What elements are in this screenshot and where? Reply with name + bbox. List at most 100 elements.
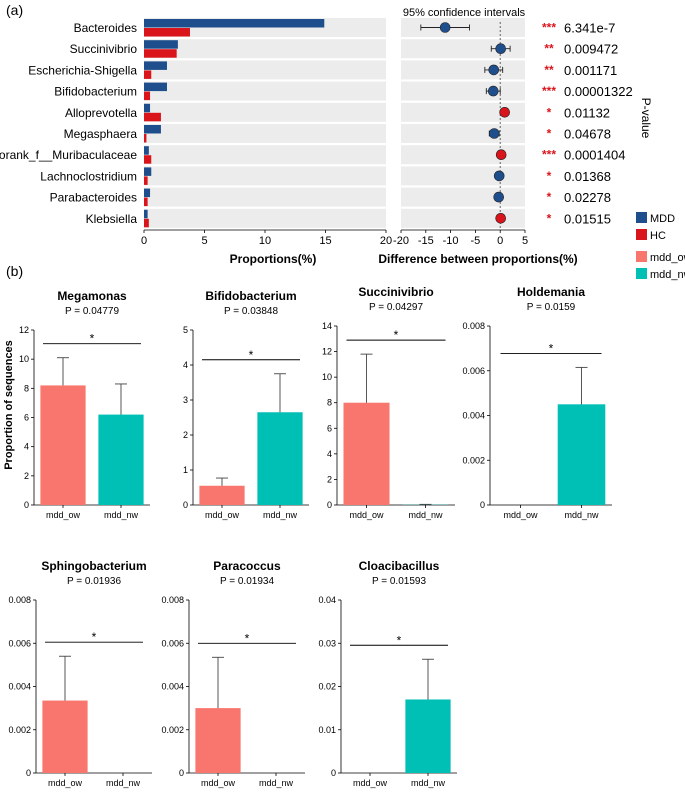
taxon-label: Bifidobacterium: [54, 85, 137, 99]
chart-title: Succinivibrio: [358, 285, 433, 299]
panel-b-label: (b): [6, 263, 23, 279]
x-tick-label: mdd_ow: [353, 778, 388, 788]
legend-label-mdd_ow: mdd_ow: [650, 252, 685, 264]
taxon-label: Lachnoclostridium: [40, 169, 137, 183]
x-tick-label: mdd_nw: [408, 510, 443, 520]
proportions-chart: BacteroidesSuccinivibrioEscherichia-Shig…: [0, 18, 392, 266]
significance-stars: **: [544, 42, 554, 56]
taxon-label: Megasphaera: [64, 127, 138, 141]
taxon-label: norank_f__Muribaculaceae: [0, 148, 137, 162]
significance-stars: ***: [542, 84, 556, 98]
x-tick-label: 20: [380, 235, 392, 247]
bar-row-background: [144, 209, 386, 228]
y-tick-label: 0: [24, 500, 29, 510]
chart-title: Bifidobacterium: [205, 289, 296, 303]
pvalue-axis-label: P-value: [639, 98, 653, 139]
p-value: 0.01132: [564, 105, 610, 120]
legend-swatch-mdd_ow: [636, 251, 647, 262]
ci-row-background: [401, 124, 525, 143]
bar-hc: [144, 28, 190, 37]
difference-point: [496, 44, 506, 54]
significance-star: *: [397, 633, 402, 647]
chart-p-value: P = 0.01936: [67, 576, 121, 587]
x-tick-label: mdd_nw: [263, 510, 298, 520]
bar-mdd_nw: [257, 412, 302, 505]
bar-row-background: [144, 188, 386, 207]
x-tick-label: 0: [141, 235, 147, 247]
chart-p-value: P = 0.0159: [527, 302, 576, 313]
significance-star: *: [90, 332, 95, 346]
bar-mdd_nw: [558, 404, 606, 505]
y-tick-label: 0.008: [161, 595, 184, 605]
difference-point: [440, 23, 450, 33]
p-value: 0.0001404: [564, 148, 625, 163]
x-tick-label: mdd_nw: [104, 510, 139, 520]
y-tick-label: 0.01: [318, 725, 336, 735]
bar-mdd_nw: [405, 699, 450, 773]
y-tick-label: 14: [322, 321, 332, 331]
x-tick-label: mdd_nw: [259, 778, 294, 788]
y-tick-label: 5: [183, 325, 188, 335]
y-tick-label: 0.006: [8, 638, 31, 648]
bar-hc: [144, 219, 149, 228]
y-tick-label: 0: [480, 500, 485, 510]
ci-row-background: [401, 82, 525, 101]
x-tick-label: mdd_ow: [205, 510, 240, 520]
significance-stars: *: [547, 190, 552, 204]
chart-title: Sphingobacterium: [41, 559, 146, 573]
bar-mdd: [144, 210, 148, 219]
y-tick-label: 3: [183, 395, 188, 405]
bar-row-background: [144, 39, 386, 58]
ci-x-tick-label: -5: [471, 235, 481, 247]
bar-mdd: [144, 83, 167, 92]
y-tick-label: 4: [327, 449, 332, 459]
ci-x-tick-label: 5: [522, 235, 528, 247]
significance-stars: **: [544, 63, 554, 77]
x-tick-label: mdd_ow: [349, 510, 384, 520]
p-value: 0.04678: [564, 127, 611, 142]
significance-star: *: [394, 328, 399, 342]
bar-row-background: [144, 103, 386, 122]
y-tick-label: 0.004: [161, 682, 184, 692]
y-tick-label: 0.03: [318, 638, 336, 648]
x-tick-label: mdd_nw: [411, 778, 446, 788]
bar-hc: [144, 49, 177, 58]
bar-mdd: [144, 19, 324, 28]
ci-x-tick-label: -15: [418, 235, 434, 247]
chart-p-value: P = 0.04297: [369, 302, 423, 313]
bar-hc: [144, 198, 148, 207]
y-tick-label: 0.002: [161, 725, 184, 735]
bar-mdd_ow: [42, 701, 87, 773]
x-tick-label: mdd_nw: [564, 510, 599, 520]
ci-x-axis-title: Difference between proportions(%): [378, 252, 577, 266]
y-tick-label: 0.008: [8, 595, 31, 605]
y-tick-label: 10: [19, 354, 29, 364]
y-tick-label: 0: [183, 500, 188, 510]
chart-title: Holdemania: [517, 285, 585, 299]
taxon-label: Klebsiella: [86, 212, 138, 226]
y-tick-label: 0.002: [8, 725, 31, 735]
significance-stars: ***: [542, 21, 556, 35]
x-tick-label: 10: [259, 235, 271, 247]
significance-star: *: [245, 631, 250, 645]
difference-point: [496, 150, 506, 160]
ci-x-tick-label: 0: [497, 235, 503, 247]
bar-mdd_ow: [40, 385, 85, 505]
y-tick-label: 0.004: [462, 411, 485, 421]
x-axis-title: Proportions(%): [230, 252, 317, 266]
x-tick-label: mdd_nw: [106, 778, 141, 788]
p-value: 6.341e-7: [564, 21, 615, 36]
significance-stars: *: [547, 127, 552, 141]
x-tick-label: mdd_ow: [201, 778, 236, 788]
y-tick-label: 0.006: [161, 638, 184, 648]
ci-row-background: [401, 166, 525, 185]
y-tick-label: 12: [19, 325, 29, 335]
y-tick-label: 1: [183, 465, 188, 475]
ci-row-background: [401, 209, 525, 228]
ci-row-background: [401, 60, 525, 79]
difference-point: [494, 192, 504, 202]
